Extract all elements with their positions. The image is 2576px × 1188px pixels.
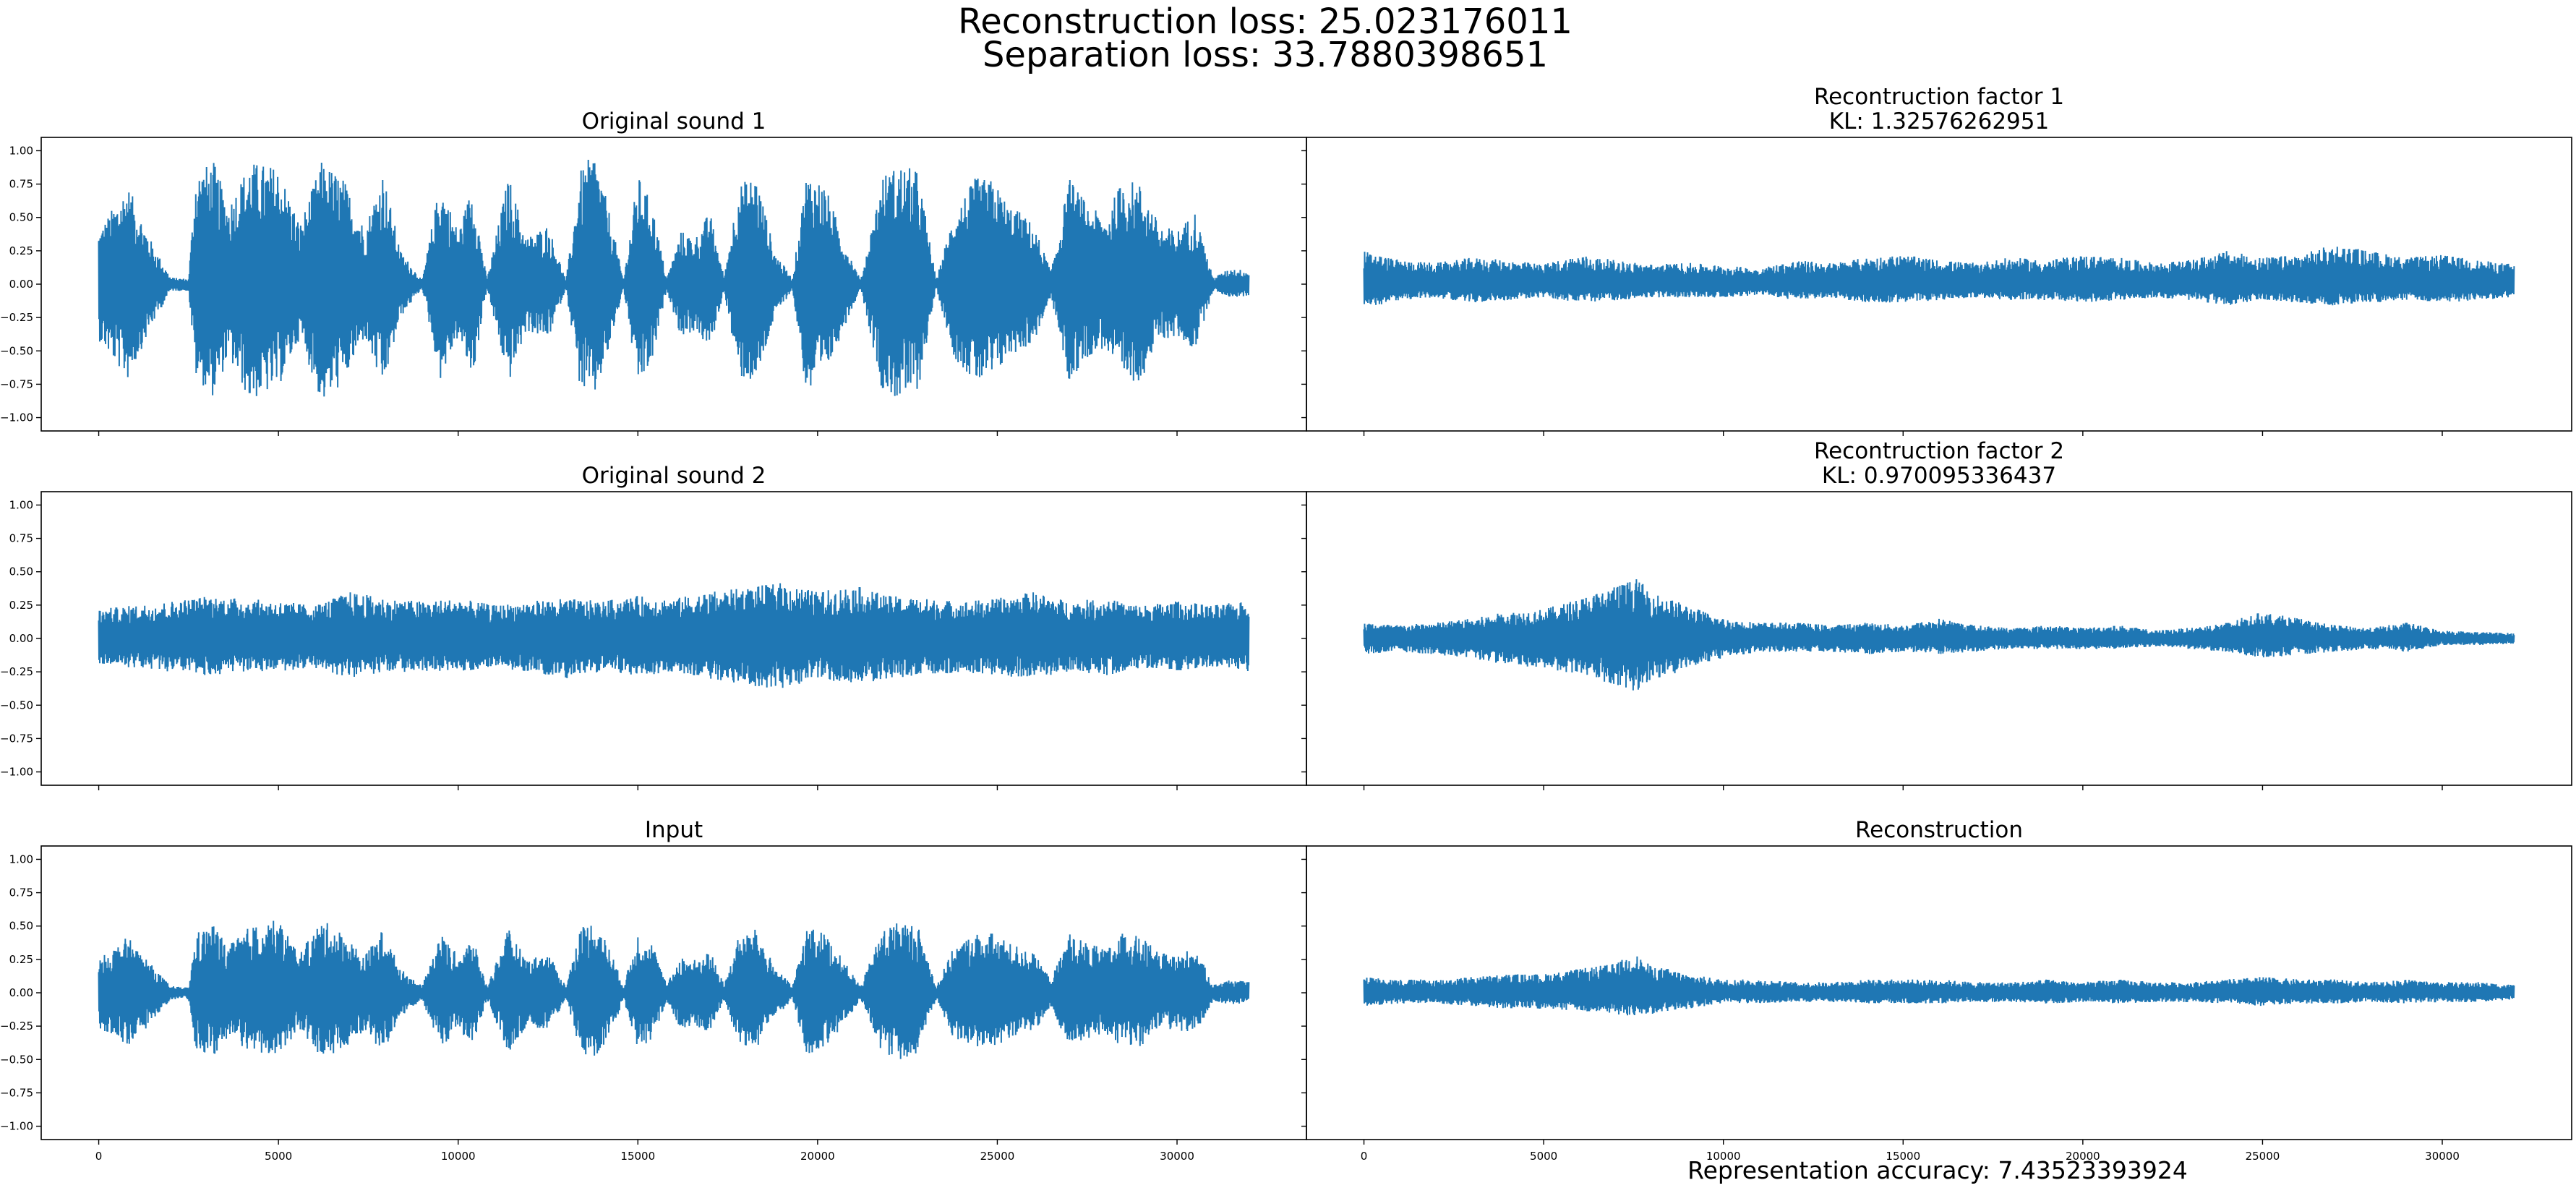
subplot-1-waveform (98, 159, 1250, 397)
y-tick-label: −0.25 (0, 311, 33, 324)
subplot-4: Recontruction factor 2KL: 0.970095336437 (1301, 438, 2572, 790)
x-tick-label: 10000 (441, 1150, 476, 1163)
subplot-grid: Original sound 1 −1.00 −0.75 −0.50 −0.25 0.00… (0, 84, 2572, 1163)
suptitle-line-2: Separation loss: 33.7880398651 (983, 35, 1548, 75)
x-tick-label: 20000 (800, 1150, 835, 1163)
x-tick-label: 30000 (2425, 1150, 2460, 1163)
x-tick-label: 15000 (620, 1150, 655, 1163)
subplot-4-title-line-2: KL: 0.970095336437 (1822, 463, 2056, 489)
y-tick-label: 0.75 (9, 532, 33, 545)
y-tick-label: −0.50 (0, 698, 33, 711)
y-tick-label: 0.25 (9, 599, 33, 612)
subplot-3: Original sound 2 −1.00 −0.75 −0.50 −0.25 0.00… (0, 463, 1307, 790)
y-tick-label: 0.25 (9, 953, 33, 966)
subplot-3-title-line-1: Original sound 2 (582, 463, 766, 489)
subplot-2-waveform (1363, 247, 2515, 306)
y-tick-label: 1.00 (9, 498, 33, 511)
subplot-5-waveform (98, 920, 1250, 1059)
suptitle-line-1: Reconstruction loss: 25.023176011 (958, 1, 1572, 42)
y-tick-label: 0.50 (9, 211, 33, 224)
y-tick-label: −0.75 (0, 732, 33, 745)
y-tick-label: −1.00 (0, 766, 33, 779)
x-tick-label: 0 (1361, 1150, 1368, 1163)
y-tick-label: 1.00 (9, 144, 33, 157)
subplot-4-title-line-1: Recontruction factor 2 (1814, 438, 2064, 464)
y-tick-label: −0.25 (0, 1020, 33, 1033)
subplot-5: Input 0 5000 10000 15000 20000 25000 30000 −1.00… (0, 817, 1307, 1163)
subplot-1-title-line-1: Original sound 1 (582, 108, 766, 134)
subplot-6-title-line-1: Reconstruction (1855, 817, 2023, 843)
subplot-1: Original sound 1 −1.00 −0.75 −0.50 −0.25 0.00… (0, 108, 1307, 436)
y-tick-label: 0.00 (9, 632, 33, 645)
subplot-6-waveform (1363, 956, 2515, 1016)
y-tick-label: −1.00 (0, 1120, 33, 1133)
y-tick-label: 1.00 (9, 852, 33, 866)
x-tick-label: 25000 (2246, 1150, 2280, 1163)
subplot-6: Reconstruction 0 5000 10000 15000 20000 25000 3… (1301, 817, 2572, 1163)
y-tick-label: 0.00 (9, 278, 33, 291)
subplot-4-waveform (1363, 579, 2515, 691)
x-tick-label: 25000 (980, 1150, 1015, 1163)
representation-accuracy-label: Representation accuracy: 7.43523393924 (1687, 1156, 2188, 1184)
y-tick-label: 0.75 (9, 886, 33, 899)
y-tick-label: −0.75 (0, 377, 33, 390)
x-tick-label: 5000 (1530, 1150, 1557, 1163)
y-tick-label: −1.00 (0, 411, 33, 424)
x-tick-label: 20000 (2066, 1150, 2100, 1163)
subplot-2-title-line-1: Recontruction factor 1 (1814, 84, 2064, 110)
subplot-5-title-line-1: Input (645, 817, 703, 843)
subplot-2-title-line-2: KL: 1.32576262951 (1829, 108, 2049, 134)
x-tick-label: 30000 (1160, 1150, 1194, 1163)
y-tick-label: −0.50 (0, 1053, 33, 1066)
y-tick-label: −0.50 (0, 344, 33, 357)
x-tick-label: 0 (95, 1150, 103, 1163)
x-tick-label: 15000 (1886, 1150, 1920, 1163)
y-tick-label: 0.00 (9, 986, 33, 999)
y-tick-label: 0.75 (9, 178, 33, 191)
x-tick-label: 5000 (265, 1150, 292, 1163)
subplot-3-waveform (98, 583, 1250, 688)
subplot-2: Recontruction factor 1KL: 1.32576262951 (1301, 84, 2572, 436)
y-tick-label: −0.75 (0, 1086, 33, 1099)
y-tick-label: 0.25 (9, 244, 33, 257)
y-tick-label: −0.25 (0, 665, 33, 678)
x-tick-label: 10000 (1706, 1150, 1741, 1163)
y-tick-label: 0.50 (9, 565, 33, 578)
y-tick-label: 0.50 (9, 920, 33, 933)
